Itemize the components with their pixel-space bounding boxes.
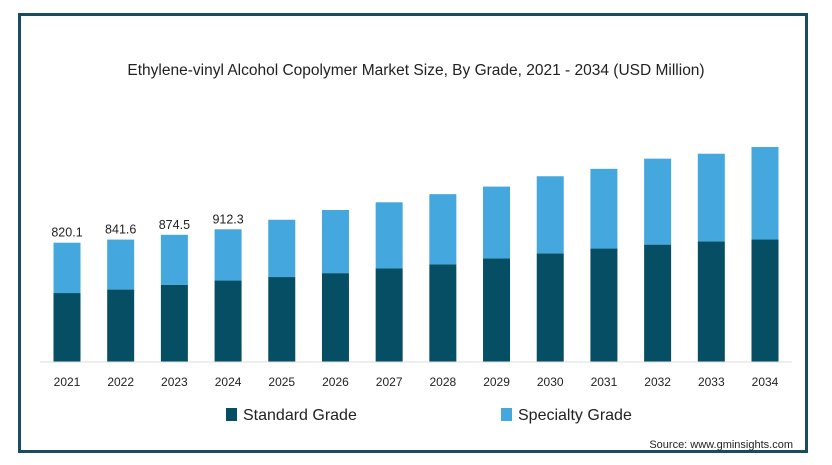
x-tick-label-2030: 2030 [537,375,564,389]
bar-specialty-grade-2031 [590,168,618,249]
legend-label-standard-grade: Standard Grade [243,407,357,424]
legend-label-specialty-grade: Specialty Grade [518,407,632,424]
bar-specialty-grade-2025 [268,219,296,278]
x-tick-label-2023: 2023 [161,375,188,389]
bar-standard-grade-2024 [214,280,242,362]
x-tick-label-2026: 2026 [322,375,349,389]
bar-standard-grade-2022 [107,289,135,362]
source-note: Source: www.gminsights.com [649,439,793,451]
data-labels: 820.1 841.6 874.5 912.3 [51,212,243,239]
chart-frame [18,13,808,453]
bar-specialty-grade-2023 [160,234,188,285]
x-tick-label-2027: 2027 [376,375,403,389]
bar-specialty-grade-2027 [375,202,403,269]
bar-standard-grade-2026 [321,273,349,362]
bar-series-group [53,147,779,362]
bar-specialty-grade-2028 [429,194,457,265]
bar-standard-grade-2034 [751,239,779,362]
data-label-2024: 912.3 [212,212,243,226]
bar-specialty-grade-2021 [53,242,81,294]
bar-specialty-grade-2026 [321,210,349,274]
bar-specialty-grade-2033 [697,153,725,242]
bar-standard-grade-2025 [268,277,296,362]
data-label-2021: 820.1 [51,226,82,240]
bar-specialty-grade-2032 [644,158,672,245]
x-tick-label-2025: 2025 [268,375,295,389]
bar-specialty-grade-2029 [483,186,511,259]
x-tick-label-2021: 2021 [54,375,81,389]
bar-standard-grade-2031 [590,248,618,362]
bar-specialty-grade-2024 [214,229,242,281]
legend-swatch-specialty-grade [501,408,512,421]
bar-standard-grade-2032 [644,244,672,362]
x-tick-label-2029: 2029 [483,375,510,389]
bar-standard-grade-2029 [483,258,511,362]
chart-title: Ethylene-vinyl Alcohol Copolymer Market … [127,62,704,79]
bar-standard-grade-2033 [697,241,725,362]
x-tick-label-2022: 2022 [107,375,134,389]
x-tick-label-2034: 2034 [752,375,779,389]
bar-standard-grade-2027 [375,268,403,362]
data-label-2022: 841.6 [105,223,136,237]
bar-specialty-grade-2030 [536,176,564,254]
bar-standard-grade-2023 [160,284,188,362]
legend: Standard Grade Specialty Grade [226,407,632,424]
x-axis-tick-labels: 2021 2022 2023 2024 2025 2026 2027 2028 2029 2030… [54,375,779,389]
bar-standard-grade-2028 [429,264,457,362]
x-tick-label-2024: 2024 [215,375,242,389]
bar-standard-grade-2030 [536,253,564,362]
bar-specialty-grade-2022 [107,239,135,290]
legend-swatch-standard-grade [226,408,237,421]
x-tick-label-2028: 2028 [429,375,456,389]
x-tick-label-2033: 2033 [698,375,725,389]
bar-specialty-grade-2034 [751,147,779,240]
data-label-2023: 874.5 [159,218,190,232]
x-tick-label-2032: 2032 [644,375,671,389]
x-tick-label-2031: 2031 [591,375,618,389]
bar-standard-grade-2021 [53,293,81,362]
